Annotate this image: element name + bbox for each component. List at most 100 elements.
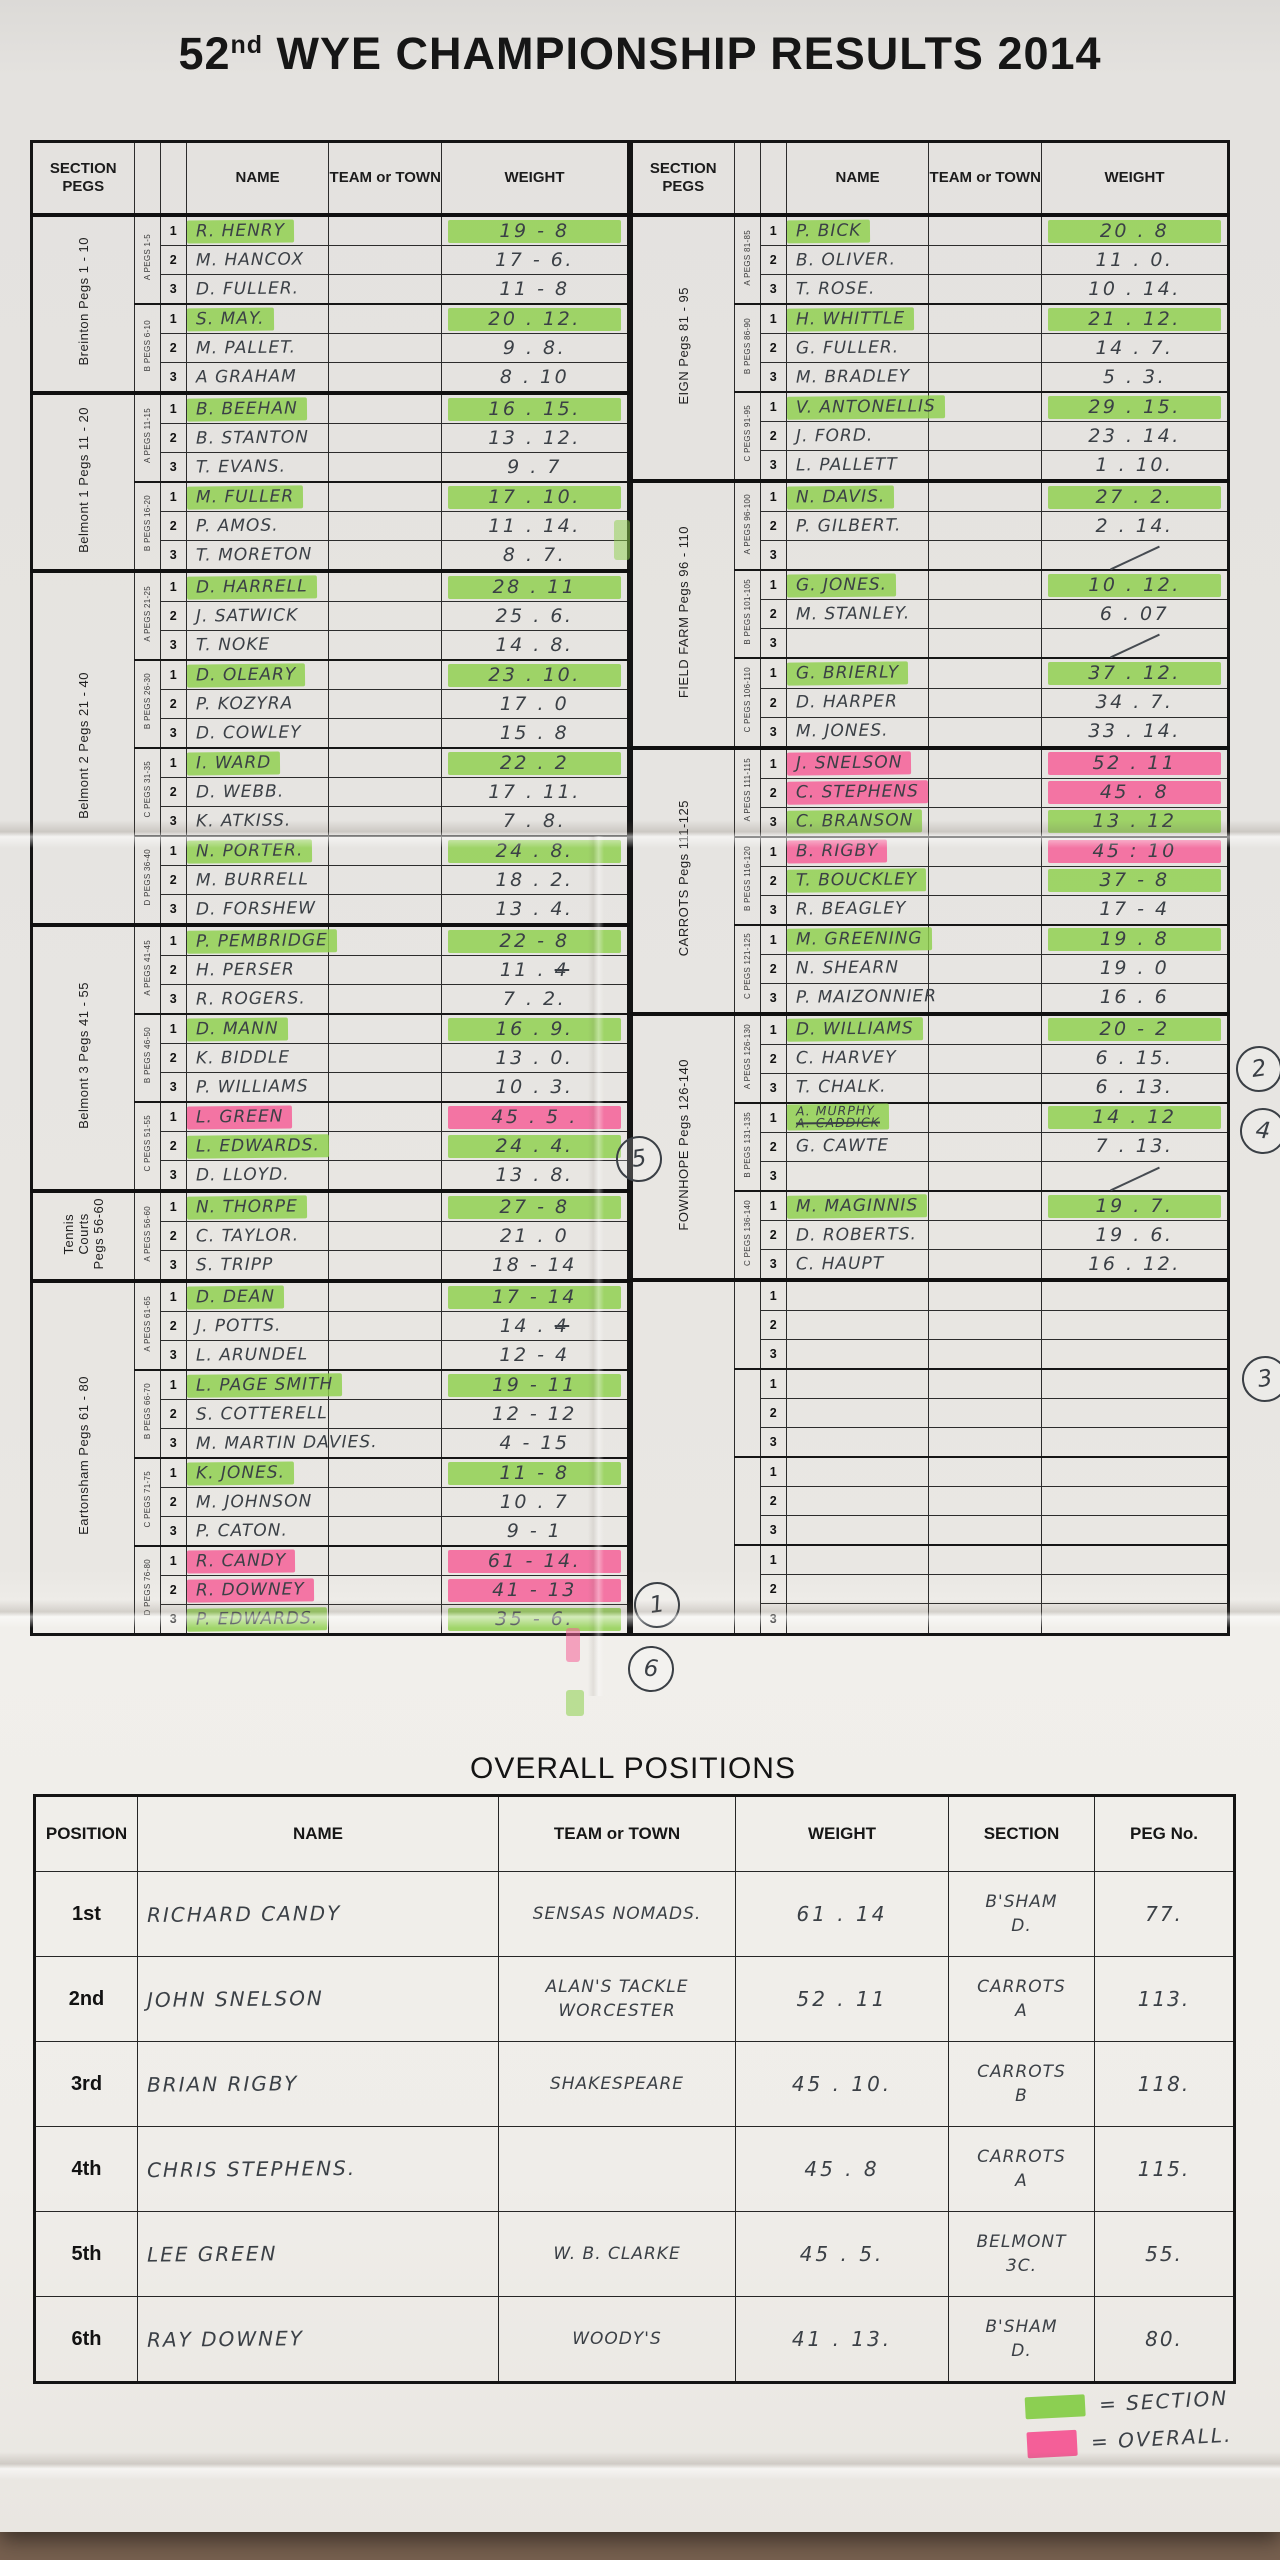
angler-name-cell: S. MAY. (185, 303, 330, 334)
angler-name: P. WILLIAMS (195, 1075, 309, 1098)
weight-value: 19 - 8 (448, 219, 621, 243)
winner-name-cell: CHRIS STEPHENS. (137, 2126, 499, 2212)
weight-cell: 16 . 12. (1041, 1249, 1229, 1281)
angler-name-cell: M. MARTIN DAVIES. (185, 1428, 377, 1459)
angler-name-cell: L. PAGE SMITH (185, 1369, 343, 1400)
section-label-text: Breinton Pegs 1 - 10 (75, 237, 91, 366)
weight-cell: 45 : 10 (1041, 835, 1229, 867)
row-number: 3 (759, 716, 787, 749)
weight-cell: 6 . 15. (1041, 1043, 1229, 1074)
results-row: 2 J. FORD. 23 . 14. (632, 421, 1229, 452)
angler-name-cell (785, 1544, 930, 1576)
section-cell: CARROTS B (948, 2041, 1095, 2127)
weight-value: 8 . 10 (499, 365, 570, 388)
weight-cell: 24 . 4. (441, 1131, 629, 1161)
weight-value: 19 . 7. (1048, 1194, 1221, 1218)
section-label-text: FIELD FARM Pegs 96 - 110 (675, 525, 691, 698)
row-number: 3 (759, 1603, 787, 1635)
row-number: 1 (159, 213, 187, 246)
winner-name-cell: BRIAN RIGBY (137, 2041, 499, 2127)
weight-value: 20 . 8 (1048, 219, 1221, 243)
team-or-town-cell (928, 1339, 1043, 1370)
team-or-town-cell (928, 894, 1043, 926)
section-label: FOWNHOPE Pegs 126-140 (631, 1011, 735, 1281)
team-or-town-cell (928, 835, 1043, 867)
weight-cell: 11 - 8 (441, 274, 629, 305)
row-number: 3 (159, 1604, 187, 1635)
weight-cell: 13 . 12 (1041, 806, 1229, 838)
section-label: FIELD FARM Pegs 96 - 110 (631, 479, 735, 749)
weight-cell: 35 - 6. (441, 1604, 629, 1635)
team-or-town-cell (928, 1011, 1043, 1045)
angler-name: L. PAGE SMITH (186, 1372, 343, 1398)
legend-overall-label: = OVERALL. (1090, 2422, 1233, 2454)
weight-value: 34 . 7. (1095, 691, 1174, 714)
weight-value: 37 . 12. (1048, 661, 1221, 685)
angler-name: D. FULLER. (195, 277, 299, 300)
team-line: SENSAS NOMADS. (532, 1904, 702, 1924)
angler-name-cell: T. ROSE. (785, 274, 930, 305)
angler-name-cell: S. TRIPP (185, 1250, 330, 1282)
weight-value: 4 - 15 (499, 1431, 570, 1454)
team-or-town-cell (928, 1131, 1043, 1163)
row-number: 3 (759, 982, 787, 1015)
team-or-town-cell (328, 984, 443, 1015)
peg-group-label-text: C PEGS 121-125 (742, 933, 752, 1000)
results-row: B PEGS 16-20 1 M. FULLER 17 . 10. (32, 481, 629, 572)
results-row: B PEGS 131-135 1 A. MURPHY A. CADDICK 14 . 1… (632, 1101, 1229, 1192)
team-or-town-cell: WOODY'S (498, 2296, 736, 2383)
row-number: 2 (759, 1486, 787, 1517)
weight-value: 16 . 6 (1099, 986, 1170, 1009)
weight-value: 35 - 6. (448, 1607, 621, 1631)
peg-group-label-text: D PEGS 76-80 (142, 1559, 152, 1616)
row-number: 1 (759, 835, 787, 867)
section-cell: B'SHAM D. (948, 2296, 1095, 2383)
peg-group-label: B PEGS 66-70 (133, 1369, 161, 1459)
results-row: Belmont 2 Pegs 21 - 40 A PEGS 21-25 1 D. HA… (31, 569, 629, 926)
team-or-town-cell (328, 1604, 443, 1635)
section-label: EIGN Pegs 81 - 95 (631, 212, 735, 482)
angler-name-cell: D. LLOYD. (185, 1160, 330, 1192)
results-row: 1 (632, 1544, 1229, 1636)
team-or-town-cell (328, 718, 443, 749)
winner-name-cell: RICHARD CANDY (137, 1871, 499, 1957)
team-or-town-cell (328, 1131, 443, 1161)
header-row: SECTION PEGS NAME TEAM or TOWN WEIGHT (31, 141, 629, 216)
angler-name: R. HENRY (186, 218, 294, 244)
weight-value: 21 . 12. (1048, 307, 1221, 331)
weight-cell: 25 . 6. (441, 601, 629, 631)
results-row: 3 T. ROSE. 10 . 14. (632, 274, 1229, 305)
weight-cell: 37 - 8 (1041, 865, 1229, 896)
winner-name: CHRIS STEPHENS. (146, 2155, 357, 2182)
row-number: 3 (159, 1160, 187, 1192)
team-or-town-cell (328, 1311, 443, 1341)
table-body: Breinton Pegs 1 - 10 A PEGS 1-5 1 R. HENRY 1… (31, 213, 629, 1635)
angler-name-cell: C. HAUPT (785, 1249, 930, 1281)
weight-cell (1041, 1368, 1229, 1400)
results-row: 2 C. HARVEY 6 . 15. (632, 1043, 1229, 1074)
team-or-town-cell (328, 1013, 443, 1044)
section-label: CARROTS Pegs 111-125 (631, 745, 735, 1015)
row-number: 2 (159, 245, 187, 275)
angler-name: C. STEPHENS (786, 780, 928, 805)
team-or-town-cell (928, 1456, 1043, 1488)
team-or-town-cell (928, 1398, 1043, 1429)
results-table-right: SECTION PEGS NAME TEAM or TOWN WEIGHT EIGN P… (630, 140, 1230, 1636)
angler-name: R. ROGERS. (195, 987, 306, 1010)
team-or-town-cell (328, 569, 443, 602)
angler-name-cell (785, 1310, 930, 1341)
results-row: EIGN Pegs 81 - 95 A PEGS 81-85 1 P. BICK 20 … (631, 212, 1229, 482)
results-row: 2 H. PERSER 11 . 4 (32, 955, 629, 985)
peg-group-label-text: C PEGS 71-75 (142, 1471, 152, 1528)
angler-name: J. SNELSON (786, 751, 912, 776)
column-header-spacer (159, 141, 187, 216)
angler-name-cell: M. PALLET. (185, 333, 330, 363)
team-or-town-cell (328, 747, 443, 778)
results-row: 3 T. EVANS. 9 . 7 (32, 452, 629, 483)
angler-name-cell: D. HARPER (785, 687, 930, 718)
row-number: 1 (159, 1189, 187, 1222)
row-number: 1 (159, 747, 187, 778)
angler-name-cell: D. COWLEY (185, 718, 330, 749)
angler-name-cell (785, 1339, 930, 1370)
results-row: 3 D. COWLEY 15 . 8 (32, 718, 629, 749)
